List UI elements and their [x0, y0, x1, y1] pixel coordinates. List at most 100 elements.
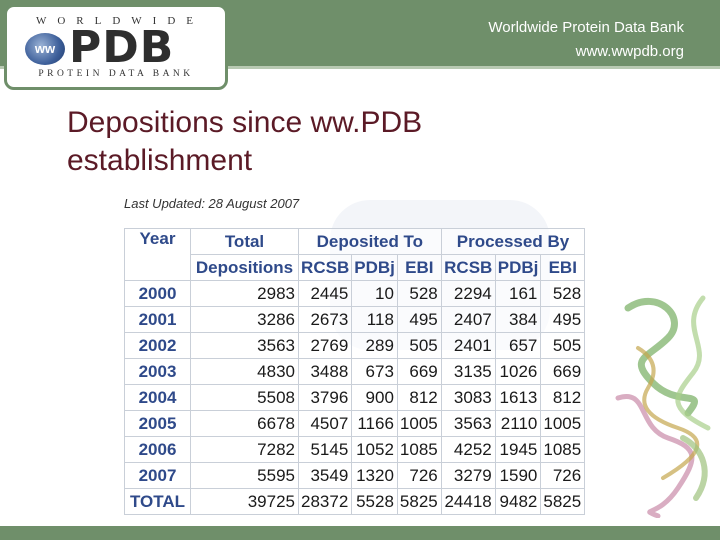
row-value-cell: 9482 [494, 488, 542, 515]
row-value-cell: 4830 [190, 358, 299, 385]
row-value-cell: 7282 [190, 436, 299, 463]
row-value-cell: 2673 [297, 306, 353, 333]
row-value-cell: 2769 [297, 332, 353, 359]
row-value-cell: 161 [494, 280, 542, 307]
table-row: 2007 5595 3549 1320 726 3279 1590 726 [124, 462, 586, 489]
row-value-cell: 2983 [190, 280, 299, 307]
row-value-cell: 495 [540, 306, 586, 333]
row-value-cell: 3135 [440, 358, 496, 385]
row-year-cell: 2003 [124, 358, 191, 385]
logo-pdb-text: PDB [69, 22, 175, 73]
row-year-cell: 2004 [124, 384, 191, 411]
table-subheader-row: Depositions RCSB PDBj EBI RCSB PDBj EBI [125, 254, 586, 281]
header-deposited-ebi: EBI [396, 254, 442, 281]
header-year: Year [124, 228, 191, 281]
last-updated-text: Last Updated: 28 August 2007 [124, 196, 300, 211]
row-value-cell: 1320 [351, 462, 398, 489]
logo-worldwide-text: WORLDWIDE [35, 15, 205, 27]
header-processed-pdbj: PDBj [494, 254, 542, 281]
row-value-cell: 1945 [494, 436, 542, 463]
row-value-cell: 726 [540, 462, 586, 489]
row-value-cell: 1590 [494, 462, 542, 489]
header-processed-ebi: EBI [540, 254, 586, 281]
row-value-cell: 5528 [351, 488, 398, 515]
row-value-cell: 5825 [396, 488, 442, 515]
row-value-cell: 39725 [190, 488, 299, 515]
row-value-cell: 812 [540, 384, 586, 411]
table-row: 2004 5508 3796 900 812 3083 1613 812 [124, 384, 586, 411]
table-row: 2006 7282 5145 1052 1085 4252 1945 1085 [124, 436, 586, 463]
row-year-cell: 2000 [124, 280, 191, 307]
row-value-cell: 528 [396, 280, 442, 307]
protein-structure-image [615, 295, 711, 518]
row-value-cell: 2401 [440, 332, 496, 359]
row-value-cell: 900 [351, 384, 398, 411]
row-value-cell: 669 [396, 358, 442, 385]
row-value-cell: 2445 [297, 280, 353, 307]
row-value-cell: 2407 [440, 306, 496, 333]
header-org-name: Worldwide Protein Data Bank [488, 19, 684, 36]
row-value-cell: 1613 [494, 384, 542, 411]
row-year-cell: 2007 [124, 462, 191, 489]
row-value-cell: 3549 [297, 462, 353, 489]
row-value-cell: 3488 [297, 358, 353, 385]
slide-title: Depositions since ww.PDB establishment [67, 106, 423, 177]
row-value-cell: 1085 [396, 436, 442, 463]
row-value-cell: 673 [351, 358, 398, 385]
row-value-cell: 528 [540, 280, 586, 307]
row-value-cell: 1005 [396, 410, 442, 437]
header-deposited-pdbj: PDBj [351, 254, 398, 281]
row-value-cell: 3796 [297, 384, 353, 411]
row-value-cell: 5825 [540, 488, 586, 515]
table-header-row: Year Total Deposited To Processed By [124, 228, 586, 281]
row-value-cell: 812 [396, 384, 442, 411]
row-value-cell: 505 [396, 332, 442, 359]
row-value-cell: 5145 [297, 436, 353, 463]
header-total: Total [190, 228, 299, 255]
row-year-cell: 2002 [124, 332, 191, 359]
row-value-cell: 495 [396, 306, 442, 333]
row-value-cell: 384 [494, 306, 542, 333]
row-value-cell: 3563 [190, 332, 299, 359]
row-value-cell: 5508 [190, 384, 299, 411]
row-value-cell: 5595 [190, 462, 299, 489]
header-processed-rcsb: RCSB [440, 254, 496, 281]
row-value-cell: 1005 [540, 410, 586, 437]
row-value-cell: 3279 [440, 462, 496, 489]
row-value-cell: 726 [396, 462, 442, 489]
table-row: 2003 4830 3488 673 669 3135 1026 669 [124, 358, 586, 385]
header-deposited-rcsb: RCSB [297, 254, 353, 281]
row-value-cell: 505 [540, 332, 586, 359]
table-row: 2005 6678 4507 1166 1005 3563 2110 1005 [124, 410, 586, 437]
row-value-cell: 24418 [440, 488, 496, 515]
row-value-cell: 10 [351, 280, 398, 307]
header-deposited-to: Deposited To [298, 228, 442, 255]
row-value-cell: 1026 [494, 358, 542, 385]
row-year-cell: 2006 [124, 436, 191, 463]
row-value-cell: 3286 [190, 306, 299, 333]
row-year-cell: 2005 [124, 410, 191, 437]
row-value-cell: 2294 [440, 280, 496, 307]
footer-band [0, 526, 720, 540]
row-year-cell: 2001 [124, 306, 191, 333]
table-row: 2001 3286 2673 118 495 2407 384 495 [124, 306, 586, 333]
depositions-table: Year Total Deposited To Processed By Dep… [124, 228, 586, 515]
row-value-cell: 1052 [351, 436, 398, 463]
row-value-cell: 3083 [440, 384, 496, 411]
row-year-cell: TOTAL [124, 488, 191, 515]
row-value-cell: 1166 [351, 410, 398, 437]
row-value-cell: 4507 [297, 410, 353, 437]
table-row: 2000 2983 2445 10 528 2294 161 528 [124, 280, 586, 307]
row-value-cell: 669 [540, 358, 586, 385]
logo-protein-data-bank-text: PROTEIN DATA BANK [38, 69, 194, 79]
row-value-cell: 289 [351, 332, 398, 359]
header-processed-by: Processed By [440, 228, 586, 255]
wwpdb-logo: WORLDWIDE ww PDB PROTEIN DATA BANK [4, 4, 228, 90]
header-depositions: Depositions [190, 254, 299, 281]
row-value-cell: 657 [494, 332, 542, 359]
table-row: TOTAL 39725 28372 5528 5825 24418 9482 5825 [124, 488, 586, 515]
row-value-cell: 1085 [540, 436, 586, 463]
row-value-cell: 2110 [494, 410, 542, 437]
globe-icon: ww [25, 33, 65, 65]
row-value-cell: 28372 [297, 488, 353, 515]
